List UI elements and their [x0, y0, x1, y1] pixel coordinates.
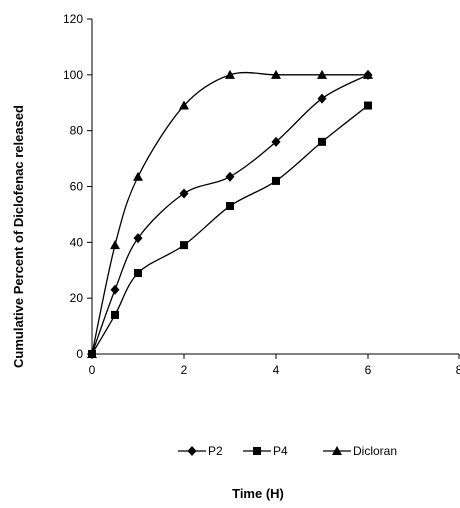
x-tick-label: 4 — [273, 363, 280, 377]
legend: P2 P4 Dicloran — [178, 444, 397, 458]
data-point-p2 — [133, 233, 143, 244]
series-p4 — [88, 101, 372, 358]
data-point-p2 — [179, 188, 189, 199]
axes — [91, 19, 459, 355]
legend-label-dicloran: Dicloran — [353, 444, 397, 458]
series-group — [87, 69, 373, 359]
y-tick-label: 100 — [63, 68, 83, 82]
legend-marker-dicloran — [332, 446, 342, 455]
data-point-p2 — [271, 136, 281, 147]
data-point-dicloran — [225, 69, 235, 79]
data-point-p4 — [318, 137, 326, 146]
data-point-p4 — [272, 176, 280, 185]
y-tick-label: 120 — [63, 12, 83, 26]
x-tick-label: 0 — [89, 363, 96, 377]
legend-item-dicloran: Dicloran — [323, 444, 397, 458]
series-line-p4 — [91, 105, 369, 355]
data-point-dicloran — [317, 69, 327, 79]
data-point-dicloran — [87, 349, 97, 358]
legend-item-p2: P2 — [178, 444, 223, 458]
tick-group: 0 20 40 60 80 100 120 0 2 4 6 8 — [63, 12, 460, 377]
data-point-p2 — [317, 93, 327, 104]
x-axis-title: Time (H) — [232, 486, 284, 501]
data-point-dicloran — [363, 69, 373, 79]
x-tick-label: 8 — [456, 363, 460, 377]
x-tick-label: 6 — [365, 363, 372, 377]
data-point-dicloran — [110, 240, 120, 250]
data-point-p2 — [225, 171, 235, 182]
series-line-p2 — [91, 74, 369, 355]
y-tick-label: 60 — [70, 180, 84, 194]
x-tick-label: 2 — [181, 363, 188, 377]
series-dicloran — [87, 69, 373, 358]
data-point-dicloran — [271, 69, 281, 79]
series-p2 — [87, 69, 373, 359]
data-point-p4 — [226, 202, 234, 211]
data-point-p2 — [110, 284, 120, 295]
legend-marker-p4 — [253, 447, 261, 455]
data-point-p4 — [134, 269, 142, 278]
y-tick-label: 0 — [76, 347, 83, 361]
series-line-dicloran — [91, 71, 368, 355]
data-point-p4 — [180, 241, 188, 250]
legend-label-p2: P2 — [208, 444, 223, 458]
legend-label-p4: P4 — [273, 444, 288, 458]
data-point-dicloran — [133, 171, 143, 181]
y-tick-label: 80 — [70, 124, 84, 138]
y-axis-title: Cumulative Percent of Diclofenac release… — [11, 105, 26, 368]
legend-item-p4: P4 — [243, 444, 288, 458]
data-point-dicloran — [179, 100, 189, 110]
data-point-p4 — [364, 101, 372, 110]
legend-marker-p2 — [187, 446, 197, 456]
data-point-p4 — [111, 310, 119, 319]
y-tick-label: 40 — [70, 235, 84, 249]
y-tick-label: 20 — [70, 291, 84, 305]
